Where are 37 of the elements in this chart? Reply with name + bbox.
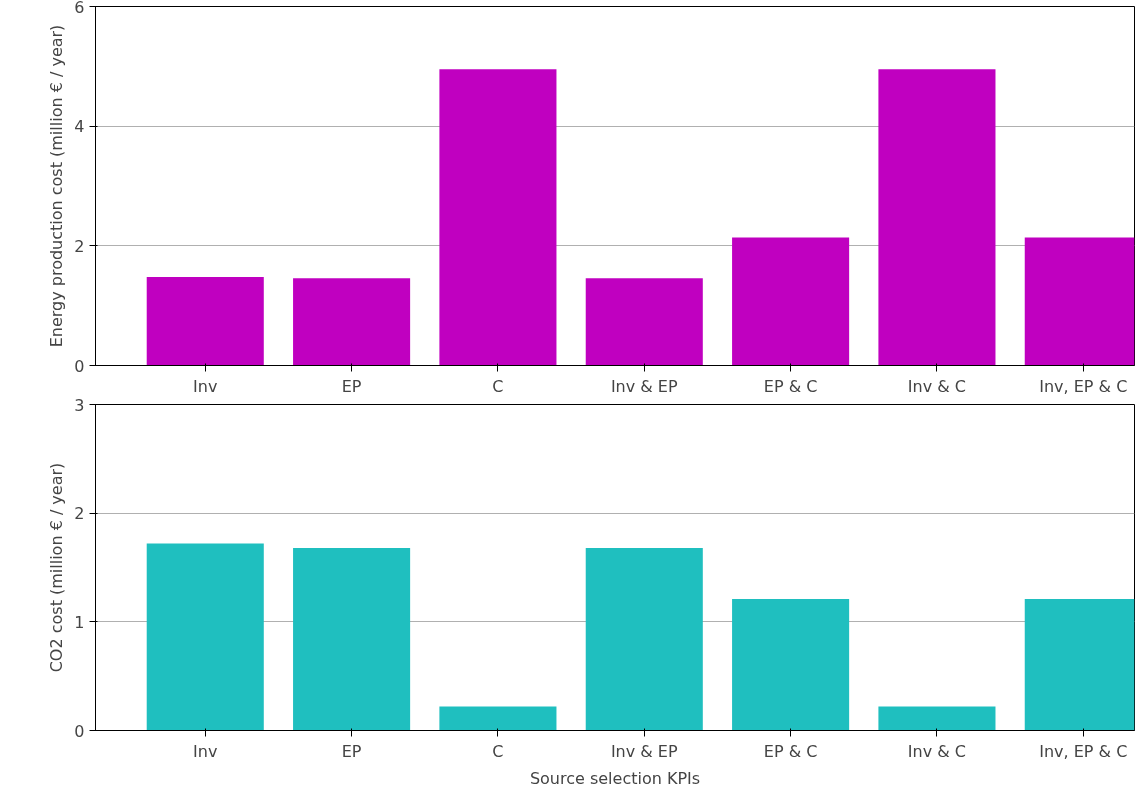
x-tick-label: EP	[341, 741, 362, 761]
x-tick-label: Inv	[193, 741, 218, 761]
x-axis-title: Source selection KPIs	[529, 768, 701, 788]
bar	[439, 69, 557, 366]
y-tick-label: 4	[74, 117, 85, 137]
x-tick-label: EP & C	[763, 741, 818, 761]
x-tick-label: Inv, EP & C	[1039, 376, 1128, 396]
y-tick-label: 3	[74, 395, 85, 415]
bar	[293, 547, 411, 731]
bar	[878, 706, 996, 731]
x-tick-label: Inv, EP & C	[1039, 741, 1128, 761]
x-tick-label: Inv & C	[907, 376, 967, 396]
y-axis-title: CO2 cost (million € / year)	[47, 462, 67, 673]
bar	[732, 237, 850, 366]
y-tick-label: 1	[74, 612, 85, 632]
y-axis-title: Energy production cost (million € / year)	[47, 24, 67, 348]
y-tick-label: 6	[74, 0, 85, 17]
bar	[585, 547, 703, 731]
y-tick-label: 2	[74, 504, 85, 524]
bar	[732, 599, 850, 731]
x-tick-label: Inv	[193, 376, 218, 396]
x-tick-label: C	[492, 376, 504, 396]
bar	[439, 706, 557, 731]
x-tick-label: Inv & EP	[610, 376, 678, 396]
bar	[146, 543, 264, 731]
x-tick-label: C	[492, 741, 504, 761]
x-tick-label: Inv & C	[907, 741, 967, 761]
bar	[293, 278, 411, 366]
y-tick-label: 0	[74, 356, 85, 376]
x-tick-label: EP & C	[763, 376, 818, 396]
bar	[146, 276, 264, 366]
y-tick-label: 0	[74, 721, 85, 741]
bar	[585, 278, 703, 366]
bar	[878, 69, 996, 366]
y-tick-label: 2	[74, 236, 85, 256]
x-tick-label: EP	[341, 376, 362, 396]
x-tick-label: Inv & EP	[610, 741, 678, 761]
